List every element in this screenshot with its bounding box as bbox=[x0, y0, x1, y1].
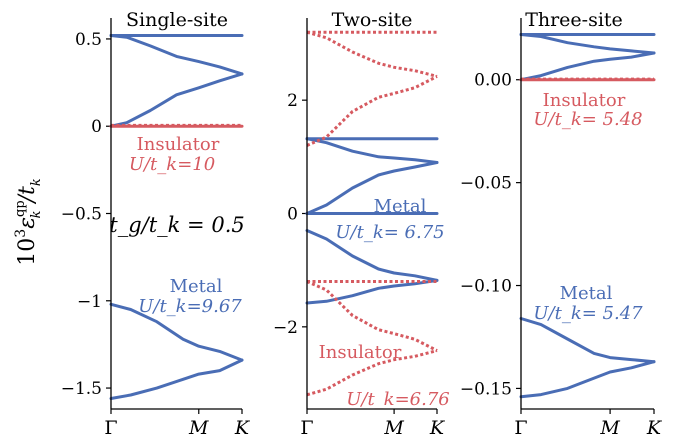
annotations: Insulator U/t_k= 5.48 Metal U/t_k= 5.47 bbox=[533, 90, 643, 324]
y-axis-label: 103εqpk/tk bbox=[13, 178, 44, 266]
y-tick-label: 0 bbox=[287, 205, 298, 225]
metal-band-line bbox=[305, 137, 439, 164]
x-tick-label: Γ bbox=[300, 417, 313, 439]
y-tick-label: 0.5 bbox=[75, 30, 102, 50]
x-tick-label: M bbox=[599, 417, 620, 439]
metal-band-line bbox=[305, 229, 439, 282]
annotation-metal-u: U/t_k= 6.75 bbox=[335, 222, 444, 243]
annotation-metal: Metal bbox=[560, 283, 613, 304]
band-lines bbox=[305, 30, 439, 397]
insulator-band-line bbox=[306, 349, 438, 397]
annotations: Metal U/t_k= 6.75 Insulator U/t_k=6.76 bbox=[319, 196, 450, 410]
insulator-band-line bbox=[306, 30, 438, 78]
band-lines bbox=[109, 34, 244, 400]
panel-three-site: Three-site 0.00 −0.05 −0.10 −0.15 Γ M K Insul… bbox=[460, 9, 663, 439]
insulator-band-line bbox=[306, 75, 438, 147]
annotation-metal-u: U/t_k=9.67 bbox=[138, 296, 242, 317]
metal-band-line bbox=[109, 72, 244, 128]
ylabel-tail-sub: k bbox=[29, 178, 44, 186]
y-ticks: 0.00 −0.05 −0.10 −0.15 bbox=[460, 71, 521, 399]
y-tick-label: −1 bbox=[77, 292, 102, 312]
annotation-tg-tk: t_g/t_k = 0.5 bbox=[109, 213, 244, 237]
annotation-metal: Metal bbox=[374, 196, 427, 217]
annotation-insulator: Insulator bbox=[137, 134, 220, 155]
panel-single-site: Single-site 0.5 0 −0.5 −1 −1.5 Γ M K Insulator… bbox=[61, 9, 251, 439]
panel-title: Two-site bbox=[332, 9, 413, 31]
y-tick-label: −1.5 bbox=[61, 379, 102, 399]
metal-band-line bbox=[305, 278, 439, 305]
y-tick-label: −2 bbox=[273, 318, 298, 338]
x-tick-label: Γ bbox=[104, 417, 117, 439]
annotation-metal: Metal bbox=[170, 276, 223, 297]
metal-band-line bbox=[109, 358, 244, 400]
panel-title: Single-site bbox=[126, 9, 228, 31]
metal-band-line bbox=[519, 33, 656, 55]
band-lines bbox=[519, 33, 656, 399]
x-tick-label: M bbox=[188, 417, 209, 439]
x-tick-label: M bbox=[383, 417, 404, 439]
ylabel-tail: /t bbox=[15, 186, 40, 204]
y-tick-label: 2 bbox=[287, 91, 298, 111]
metal-band-line bbox=[519, 360, 656, 399]
metal-band-line bbox=[109, 34, 244, 76]
annotation-insulator: Insulator bbox=[319, 342, 402, 363]
y-tick-label: −0.15 bbox=[460, 379, 512, 399]
svg-text:103εqpk/tk: 103εqpk/tk bbox=[13, 178, 44, 266]
y-tick-label: −0.05 bbox=[460, 174, 512, 194]
annotation-insulator-u: U/t_k= 5.48 bbox=[533, 109, 642, 130]
metal-band-line bbox=[519, 51, 656, 82]
insulator-band-line bbox=[306, 280, 438, 352]
ylabel-exp: 3 bbox=[13, 229, 29, 238]
y-ticks: 0.5 0 −0.5 −1 −1.5 bbox=[61, 30, 111, 399]
y-tick-label: −0.10 bbox=[460, 277, 512, 297]
ylabel-main: 10 bbox=[15, 238, 40, 266]
panel-two-site: Two-site 2 0 −2 Γ M K Metal U/t_k= 6.75 Insu… bbox=[273, 9, 450, 439]
y-tick-label: −0.5 bbox=[61, 205, 102, 225]
panel-title: Three-site bbox=[525, 9, 623, 31]
annotation-metal-u: U/t_k= 5.47 bbox=[533, 303, 643, 324]
annotation-insulator-u: U/t_k=6.76 bbox=[346, 389, 450, 410]
annotation-insulator-u: U/t_k=10 bbox=[129, 154, 215, 175]
x-tick-label: Γ bbox=[514, 417, 527, 439]
metal-band-line bbox=[305, 161, 439, 215]
x-tick-label: K bbox=[234, 417, 251, 439]
metal-band-line bbox=[519, 317, 656, 364]
metal-band-line bbox=[109, 302, 244, 362]
y-tick-label: 0.00 bbox=[474, 71, 512, 91]
y-tick-label: 0 bbox=[91, 117, 102, 137]
y-ticks: 2 0 −2 bbox=[273, 91, 307, 338]
ylabel-sup: qp bbox=[13, 200, 28, 217]
ylabel-sub: k bbox=[29, 210, 44, 218]
annotation-insulator: Insulator bbox=[543, 90, 626, 111]
ylabel-eps: ε bbox=[15, 217, 40, 229]
annotations: Insulator U/t_k=10 t_g/t_k = 0.5 Metal U… bbox=[109, 134, 244, 317]
x-tick-label: K bbox=[646, 417, 663, 439]
x-tick-label: K bbox=[429, 417, 446, 439]
